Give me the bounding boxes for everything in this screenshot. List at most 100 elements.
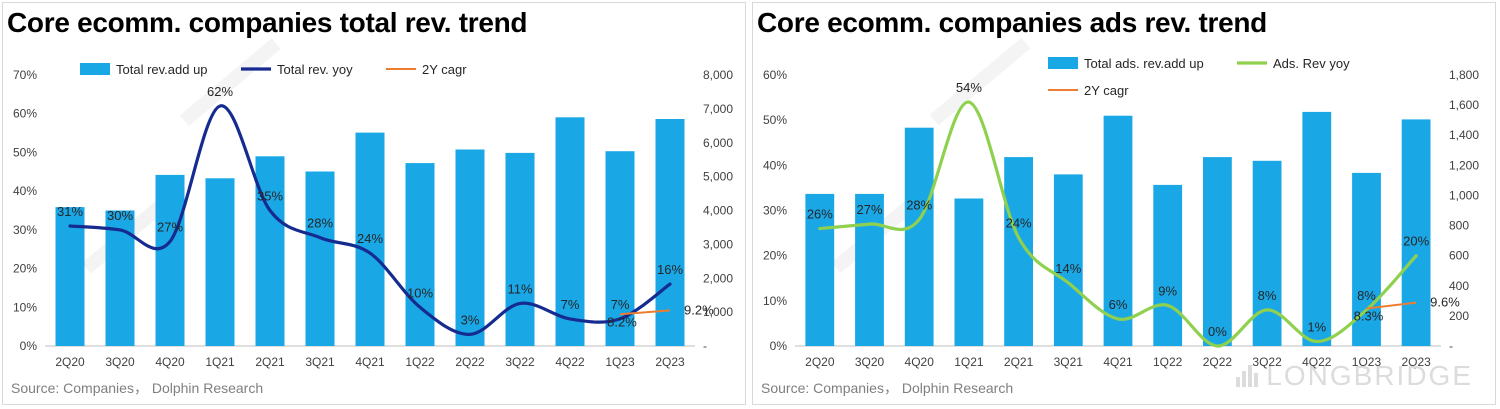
right-bar-4Q20	[904, 127, 934, 346]
right-y-right-tick-label: 200	[1449, 309, 1469, 323]
right-yoy-data-label-2Q23: 20%	[1403, 234, 1429, 249]
left-y-right-tick-label: -	[703, 339, 707, 353]
left-y-left-tick-label: 40%	[13, 184, 37, 198]
left-bar-1Q21	[205, 178, 235, 346]
right-x-tick-2Q20: 2Q20	[805, 355, 835, 369]
right-chart-source: Source: Companies， Dolphin Research	[761, 380, 1014, 396]
right-yoy-data-label-1Q21: 54%	[956, 80, 982, 95]
right-yoy-data-label-1Q22: 9%	[1158, 283, 1177, 298]
right-x-tick-1Q21: 1Q21	[954, 355, 984, 369]
left-chart-panel: Core ecomm. companies total rev. trend 0…	[2, 2, 746, 405]
left-bar-3Q22	[505, 152, 535, 346]
left-chart-svg: 0% 10% 20% 30% 40% 50% 60% 70% - 1,000 2,000 3,000 4…	[13, 38, 733, 369]
left-y-left-tick-label: 0%	[20, 339, 38, 353]
right-chart-svg: 0% 10% 20% 30% 40% 50% 60% - 200 400 600 800 1,000 1,…	[763, 37, 1479, 369]
left-bar-1Q22	[405, 163, 435, 346]
left-y-right-tick-label: 1,000	[703, 305, 733, 319]
left-cagr-line	[619, 309, 671, 316]
right-y-left-tick-label: 40%	[763, 158, 787, 172]
right-y-left-tick-label: 20%	[763, 249, 787, 263]
left-bar-2Q21	[255, 156, 285, 346]
left-yoy-data-label-4Q22: 7%	[561, 297, 580, 312]
right-bar-3Q22	[1252, 160, 1282, 346]
left-cagr-data-label-0: 8.2%	[607, 314, 637, 329]
right-legend-yoy-label: Ads. Rev yoy	[1273, 56, 1350, 71]
right-y-right-tick-label: 1,200	[1449, 158, 1479, 172]
left-y-right-tick-label: 4,000	[703, 204, 733, 218]
right-chart-title: Core ecomm. companies ads rev. trend	[757, 7, 1267, 38]
left-x-tick-3Q20: 3Q20	[105, 355, 135, 369]
right-cagr-data-label-1: 9.6%	[1430, 295, 1460, 310]
left-x-tick-2Q23: 2Q23	[655, 355, 685, 369]
right-yoy-line	[818, 100, 1418, 348]
right-x-tick-2Q22: 2Q22	[1203, 355, 1233, 369]
left-bar-4Q22	[555, 117, 585, 346]
left-yoy-data-label-1Q23: 7%	[611, 297, 630, 312]
right-yoy-data-label-4Q22: 1%	[1307, 319, 1326, 334]
right-y-right-tick-label: -	[1449, 339, 1453, 353]
left-x-tick-1Q22: 1Q22	[405, 355, 435, 369]
right-bar-1Q22	[1153, 184, 1183, 346]
left-yoy-data-label-2Q22: 3%	[461, 312, 480, 327]
right-yoy-data-label-2Q20: 26%	[807, 207, 833, 222]
right-bar-2Q22	[1203, 157, 1232, 346]
right-yoy-data-label-3Q21: 14%	[1055, 261, 1081, 276]
right-bar-4Q21	[1103, 115, 1133, 346]
left-legend-bar-swatch	[80, 63, 110, 75]
right-yoy-data-label-4Q21: 6%	[1109, 297, 1128, 312]
left-y-right-tick-label: 5,000	[703, 170, 733, 184]
left-y-right-tick-label: 6,000	[703, 136, 733, 150]
right-y-right-tick-label: 1,400	[1449, 128, 1479, 142]
right-y-left-tick-label: 50%	[763, 113, 787, 127]
left-yoy-data-label-3Q20: 30%	[107, 208, 133, 223]
left-y-right-tick-label: 3,000	[703, 237, 733, 251]
left-x-tick-2Q20: 2Q20	[55, 355, 85, 369]
left-cagr-data-label-1: 9.2%	[684, 302, 714, 317]
right-y-left-tick-label: 10%	[763, 294, 787, 308]
left-y-left-tick-label: 10%	[13, 300, 37, 314]
left-y-right-tick-label: 8,000	[703, 68, 733, 82]
right-y-left-tick-label: 0%	[770, 339, 788, 353]
longbridge-brand-text: LONGBRIDGE	[1266, 360, 1473, 391]
left-yoy-data-label-3Q21: 28%	[307, 216, 333, 231]
left-yoy-data-label-2Q23: 16%	[657, 262, 683, 277]
right-y-right-tick-label: 600	[1449, 249, 1469, 263]
left-x-tick-2Q21: 2Q21	[255, 355, 285, 369]
left-legend-cagr-label: 2Y cagr	[422, 62, 467, 77]
left-x-tick-1Q23: 1Q23	[605, 355, 635, 369]
left-x-tick-4Q20: 4Q20	[155, 355, 185, 369]
left-x-tick-3Q22: 3Q22	[505, 355, 535, 369]
left-y-right-tick-label: 7,000	[703, 102, 733, 116]
right-watermark-band	[929, 37, 1031, 126]
left-chart-source: Source: Companies， Dolphin Research	[11, 380, 264, 396]
right-bar-3Q21	[1053, 174, 1083, 346]
right-cagr-data-label-0: 8.3%	[1354, 309, 1384, 324]
right-x-tick-2Q21: 2Q21	[1004, 355, 1034, 369]
left-bar-4Q20	[155, 174, 185, 346]
left-y-left-tick-label: 30%	[13, 223, 37, 237]
right-x-tick-4Q22: 4Q22	[1302, 355, 1332, 369]
left-bar-2Q23	[655, 119, 685, 346]
left-x-tick-4Q22: 4Q22	[555, 355, 585, 369]
left-y-right-tick-label: 2,000	[703, 271, 733, 285]
left-yoy-line	[68, 104, 672, 337]
right-x-tick-2Q23: 2Q23	[1401, 355, 1431, 369]
left-y-left-tick-label: 50%	[13, 145, 37, 159]
left-bar-3Q21	[305, 171, 335, 346]
left-yoy-data-label-3Q22: 11%	[507, 281, 532, 296]
left-yoy-data-label-4Q20: 27%	[157, 219, 183, 234]
right-bar-4Q22	[1302, 111, 1332, 347]
left-yoy-data-label-2Q21: 35%	[257, 189, 283, 204]
left-legend-bar-label: Total rev.add up	[116, 62, 208, 77]
right-x-tick-4Q20: 4Q20	[905, 355, 935, 369]
right-x-tick-3Q20: 3Q20	[855, 355, 885, 369]
right-yoy-data-label-2Q21: 24%	[1006, 216, 1032, 231]
right-x-tick-3Q22: 3Q22	[1252, 355, 1282, 369]
left-yoy-data-label-2Q20: 31%	[57, 204, 83, 219]
left-bar-2Q20	[55, 207, 85, 346]
left-x-tick-2Q22: 2Q22	[455, 355, 485, 369]
right-bar-3Q20	[855, 193, 884, 346]
left-y-left-tick-label: 20%	[13, 262, 37, 276]
right-bar-2Q23	[1401, 119, 1431, 347]
right-y-left-tick-label: 30%	[763, 204, 787, 218]
